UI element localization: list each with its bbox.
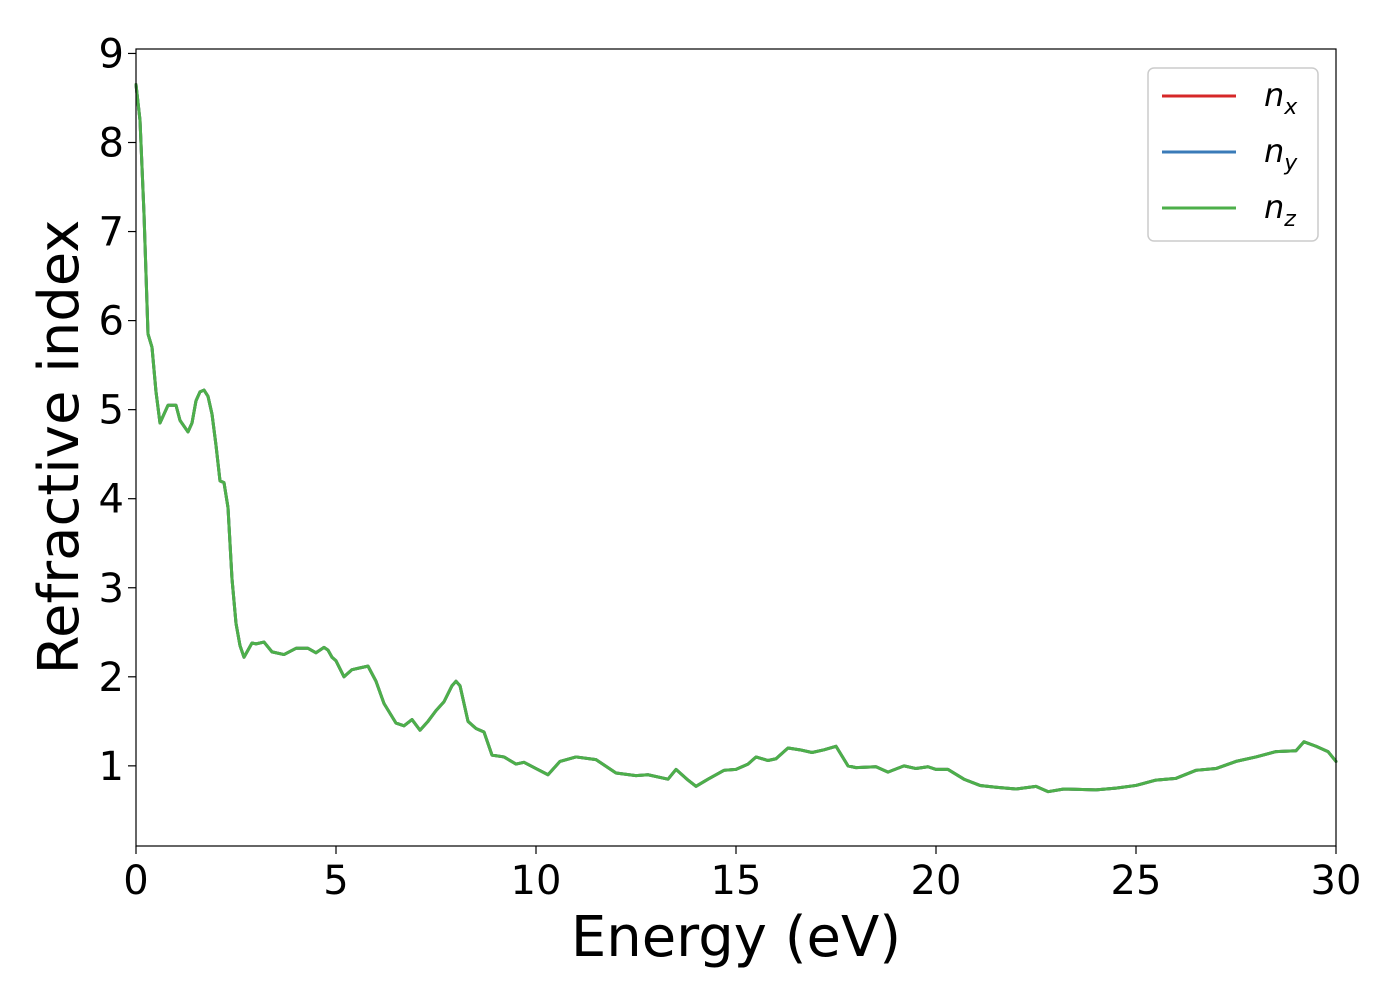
- y-axis-title: Refractive index: [27, 220, 92, 675]
- legend-label: nx: [1264, 76, 1298, 120]
- x-tick-label: 5: [323, 858, 348, 904]
- y-tick-label: 2: [99, 655, 124, 701]
- legend-box: [1147, 67, 1319, 242]
- legend-label: nz: [1264, 188, 1296, 232]
- y-tick-label: 7: [99, 210, 124, 256]
- legend: nx ny nz: [1147, 67, 1319, 242]
- x-tick-label: 10: [511, 858, 562, 904]
- x-tick-label: 25: [1111, 858, 1162, 904]
- series-line-nz: [134, 83, 1338, 794]
- x-tick-label: 0: [123, 858, 148, 904]
- y-tick-label: 1: [99, 744, 124, 790]
- x-axis-ticks: 0 5 10 15 20 25 30: [123, 846, 1361, 904]
- y-tick-label: 6: [99, 299, 124, 345]
- legend-label: ny: [1264, 132, 1298, 176]
- plot-lines: [134, 83, 1338, 794]
- x-axis-title: Energy (eV): [571, 905, 901, 970]
- y-tick-label: 5: [99, 388, 124, 434]
- x-tick-label: 20: [911, 858, 962, 904]
- x-tick-label: 30: [1311, 858, 1362, 904]
- y-tick-label: 9: [99, 31, 124, 77]
- y-tick-label: 3: [99, 566, 124, 612]
- x-tick-label: 15: [711, 858, 762, 904]
- y-tick-label: 8: [99, 121, 124, 167]
- y-tick-label: 4: [99, 477, 124, 523]
- y-axis-ticks: 1 2 3 4 5 6 7 8 9: [99, 31, 136, 790]
